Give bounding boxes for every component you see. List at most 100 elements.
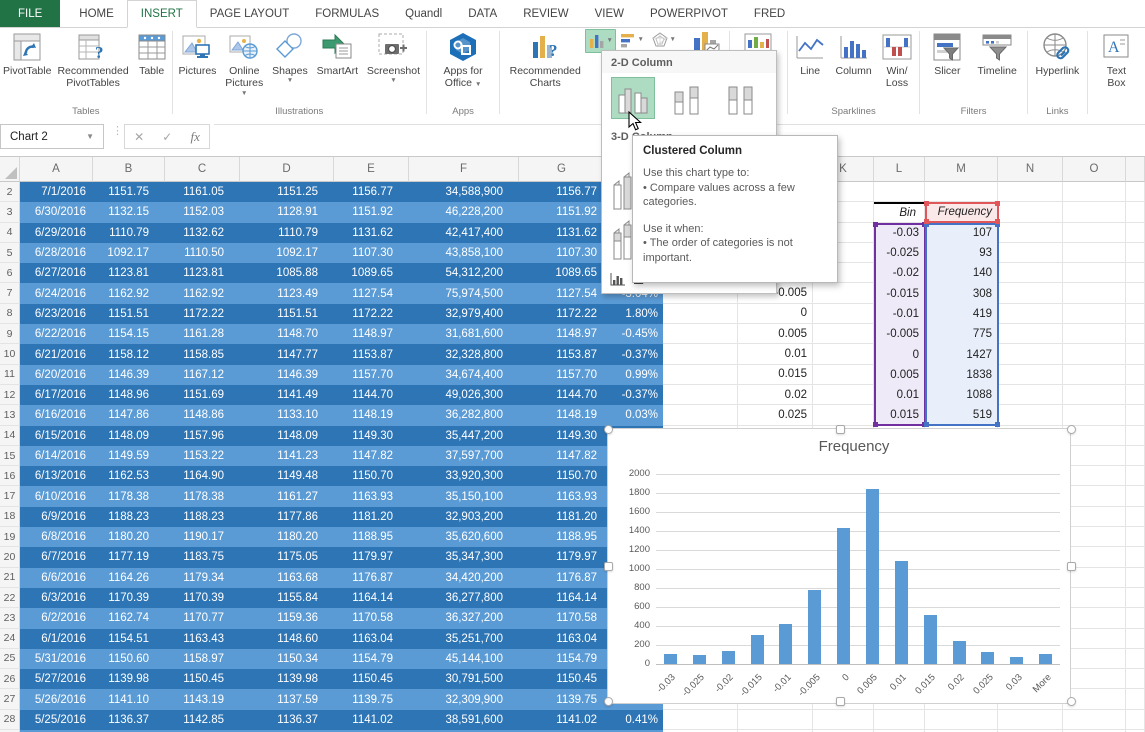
cell[interactable]: 32,979,400	[409, 303, 519, 325]
cell[interactable]: 1190.17	[165, 527, 240, 548]
column-header-partial[interactable]	[1126, 156, 1145, 182]
cell[interactable]: 0.015	[738, 364, 813, 385]
cell[interactable]	[1126, 384, 1145, 406]
cell[interactable]: 1179.34	[165, 567, 240, 588]
clustered-3d-column-option[interactable]	[610, 169, 640, 211]
cell[interactable]	[1063, 486, 1126, 507]
slicer-button[interactable]: Slicer	[927, 28, 967, 77]
cell[interactable]	[1126, 445, 1145, 467]
cell[interactable]: 1139.75	[519, 689, 605, 710]
chart-bar[interactable]	[721, 650, 735, 664]
cell[interactable]	[1063, 669, 1126, 690]
cell[interactable]: 34,588,900	[409, 182, 519, 203]
cell[interactable]: 1136.37	[240, 709, 334, 731]
cell[interactable]: 6/8/2016	[20, 527, 93, 548]
cell[interactable]	[1126, 182, 1145, 203]
cell[interactable]: 30,791,500	[409, 669, 519, 690]
cell[interactable]: 1163.04	[519, 628, 605, 649]
cell[interactable]	[925, 709, 998, 731]
tab-quandl[interactable]: Quandl	[405, 7, 443, 20]
cell[interactable]: 46,228,200	[409, 202, 519, 223]
select-all-corner[interactable]	[0, 156, 20, 182]
row-number-28[interactable]: 28	[0, 709, 20, 731]
cell[interactable]	[1063, 709, 1126, 731]
cell[interactable]	[663, 405, 738, 426]
cell[interactable]	[663, 344, 738, 365]
cell[interactable]: 6/7/2016	[20, 547, 93, 568]
chart-bar[interactable]	[663, 653, 677, 664]
cell[interactable]: 0.41%	[605, 709, 663, 731]
formula-bar-grip[interactable]: ⋮	[112, 125, 123, 137]
row-number-16[interactable]: 16	[0, 466, 20, 487]
cell[interactable]: 1172.22	[519, 303, 605, 325]
cell[interactable]: 1107.30	[519, 242, 605, 264]
cell[interactable]	[1126, 547, 1145, 568]
column-header-m[interactable]: M	[925, 156, 998, 182]
cell[interactable]: -0.02	[874, 263, 925, 284]
cell[interactable]	[1126, 263, 1145, 284]
stacked-100-column-option[interactable]	[719, 77, 763, 119]
cell[interactable]: 1153.87	[519, 344, 605, 365]
cell[interactable]	[1126, 283, 1145, 304]
cell[interactable]	[813, 364, 874, 385]
cell[interactable]: 36,282,800	[409, 405, 519, 426]
cell[interactable]: 1148.19	[334, 405, 409, 426]
chart-bar[interactable]	[923, 614, 937, 664]
cell[interactable]: 33,920,300	[409, 466, 519, 487]
cell[interactable]: 36,277,800	[409, 587, 519, 609]
table-button[interactable]: Table	[132, 28, 172, 77]
cell[interactable]: 43,858,100	[409, 242, 519, 264]
cell[interactable]: 49,026,300	[409, 384, 519, 406]
cell[interactable]: 1127.54	[519, 283, 605, 304]
cell[interactable]: 775	[925, 324, 998, 345]
row-number-18[interactable]: 18	[0, 506, 20, 528]
cell[interactable]	[925, 730, 998, 732]
cell[interactable]: 1139.75	[334, 689, 409, 710]
sparkline-line-button[interactable]: Line	[790, 28, 830, 77]
bin-header-cell[interactable]: Bin	[874, 202, 925, 223]
cell[interactable]: 1107.30	[334, 242, 409, 264]
row-number-4[interactable]: 4	[0, 222, 20, 243]
cell[interactable]	[998, 364, 1063, 385]
cell[interactable]	[998, 303, 1063, 325]
cell[interactable]: 419	[925, 303, 998, 325]
cell[interactable]	[1126, 506, 1145, 528]
cell[interactable]	[998, 384, 1063, 406]
cell[interactable]	[1063, 384, 1126, 406]
column-header-o[interactable]: O	[1063, 156, 1126, 182]
cell[interactable]: 0.01	[874, 384, 925, 406]
cell[interactable]	[165, 730, 240, 732]
cell[interactable]: 1162.92	[93, 283, 165, 304]
cell[interactable]: 1172.22	[334, 303, 409, 325]
cell[interactable]	[998, 242, 1063, 264]
cell[interactable]: 6/15/2016	[20, 425, 93, 446]
cell[interactable]: 1158.85	[165, 344, 240, 365]
cell[interactable]: 1162.92	[165, 283, 240, 304]
chart-bar[interactable]	[952, 641, 966, 664]
cell[interactable]: 6/13/2016	[20, 466, 93, 487]
cell[interactable]: 1092.17	[240, 242, 334, 264]
chart-title[interactable]: Frequency	[818, 438, 890, 455]
cell[interactable]	[813, 405, 874, 426]
cell[interactable]: 1170.58	[519, 608, 605, 629]
cell[interactable]	[1063, 222, 1126, 243]
chart-bar[interactable]	[865, 489, 879, 664]
cell[interactable]: 1164.90	[165, 466, 240, 487]
cell[interactable]: 32,903,200	[409, 506, 519, 528]
cell[interactable]	[1126, 669, 1145, 690]
cell[interactable]: 1188.95	[519, 527, 605, 548]
cell[interactable]	[1126, 567, 1145, 588]
cell[interactable]: 1177.86	[240, 506, 334, 528]
cell[interactable]: 1153.22	[165, 445, 240, 467]
column-header-n[interactable]: N	[998, 156, 1063, 182]
cell[interactable]	[519, 730, 605, 732]
cell[interactable]: 1131.62	[519, 222, 605, 243]
cell[interactable]: 1181.20	[334, 506, 409, 528]
cell[interactable]: 1123.81	[93, 263, 165, 284]
timeline-button[interactable]: Timeline	[975, 28, 1020, 77]
cell[interactable]: 6/1/2016	[20, 628, 93, 649]
cell[interactable]	[813, 202, 874, 223]
cell[interactable]: 1146.39	[240, 364, 334, 385]
cell[interactable]: 1183.75	[165, 547, 240, 568]
cell[interactable]: 1147.77	[240, 344, 334, 365]
